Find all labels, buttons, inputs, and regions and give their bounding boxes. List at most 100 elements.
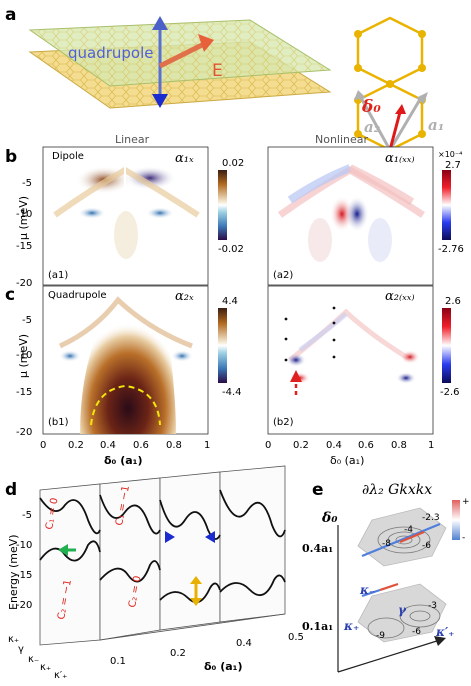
d-xtick-0: 0.1 <box>110 656 126 667</box>
tag-b1: (b1) <box>48 417 69 428</box>
panel-c: c α₂ₓ Quadrupole (b1) 4.4 -4.4 <box>5 285 461 435</box>
e-horizontal-axis <box>337 639 441 673</box>
k-label-1: γ <box>18 644 24 655</box>
column-title-nonlinear: Nonlinear <box>315 133 369 146</box>
e-k-right: κ′₊ <box>435 625 455 639</box>
symbol-b1: α₂ₓ <box>175 289 194 304</box>
ytick-b-1: -10 <box>16 209 32 220</box>
e-cbar-plus: + <box>462 497 470 507</box>
cbar-a2-max: 2.7 <box>445 160 461 171</box>
ytick-b-3: -20 <box>16 278 32 289</box>
e-top-val-3: -6 <box>422 541 431 551</box>
e-field-arrow <box>158 41 206 69</box>
xtick-right-4: 0.8 <box>391 440 407 451</box>
panel-e: e ∂λ₂ Gkxkx δ₀ -2.3 -4 -8 -6 0.4a₁ -3 -9… <box>302 480 470 673</box>
e-bottom-val-1: -9 <box>376 631 385 641</box>
a1-vector <box>388 95 424 151</box>
ytick-d-3: -20 <box>16 600 32 611</box>
heatmap-axes: μ (meV) μ (meV) -5 -10 -15 -20 -5 -10 -1… <box>16 178 434 467</box>
d-xtick-1: 0.2 <box>170 648 186 659</box>
cbar-a2-min: -2.76 <box>438 244 464 255</box>
a2-label: a₂ <box>364 118 381 136</box>
title-dipole: Dipole <box>52 151 84 162</box>
xtick-right-5: 1 <box>428 440 434 451</box>
e-bottom-hexagon <box>357 583 447 643</box>
quadrupole-label: quadrupole <box>68 44 154 62</box>
cbar-a1-max: 0.02 <box>222 158 244 169</box>
panel-e-axis: δ₀ <box>321 510 337 526</box>
xtick-right-0: 0 <box>265 440 271 451</box>
k-label-3: κ₊ <box>40 662 51 673</box>
e-k-left: κ₊ <box>343 619 359 633</box>
quadrupole-arrowhead-down <box>152 94 168 108</box>
e-k-center: γ <box>398 603 407 617</box>
tag-a2: (a2) <box>273 270 293 281</box>
k-label-4: κ′₊ <box>54 670 67 681</box>
colorbar-b1 <box>218 308 227 383</box>
e-k-top: κ₋ <box>359 583 375 597</box>
ytick-b-0: -5 <box>22 178 32 189</box>
xtick-left-3: 0.6 <box>133 440 149 451</box>
heatmap-b2 <box>284 306 420 395</box>
ytick-c-2: -15 <box>16 387 32 398</box>
ytick-c-0: -5 <box>22 315 32 326</box>
ytick-c-1: -10 <box>16 350 32 361</box>
e-cbar-minus: - <box>462 533 465 543</box>
e-field-arrowhead <box>198 34 214 52</box>
panel-d: d Energy (meV) -5 -10 -15 -20 C₁ = 0 C₂ … <box>5 465 304 681</box>
heatmap-a2 <box>277 164 425 262</box>
cbar-b2-max: 2.6 <box>445 296 461 307</box>
top-sheet-lattice <box>30 20 330 86</box>
ytick-d-1: -10 <box>16 540 32 551</box>
cbar-b1-min: -4.4 <box>222 387 242 398</box>
panel-d-label: d <box>5 480 17 500</box>
d-xtick-2: 0.4 <box>236 638 252 649</box>
e-field-label: E <box>212 61 223 81</box>
ylabel-energy: Energy (meV) <box>7 534 20 610</box>
panel-e-title: ∂λ₂ Gkxkx <box>362 482 432 498</box>
panel-a: a quadrupole E <box>5 5 444 152</box>
k-label-2: κ₋ <box>28 654 39 665</box>
ylabel-mu-b: μ (meV) <box>17 196 30 240</box>
xtick-left-4: 0.8 <box>166 440 182 451</box>
xtick-left-5: 1 <box>204 440 210 451</box>
e-top-val-0: -2.3 <box>422 513 440 523</box>
xtick-left-2: 0.4 <box>100 440 116 451</box>
e-top-hexagon <box>357 507 447 567</box>
symbol-a1: α₁ₓ <box>175 151 194 166</box>
title-quadrupole: Quadrupole <box>48 290 107 301</box>
ytick-b-2: -15 <box>16 241 32 252</box>
e-bottom-val-2: -6 <box>412 627 421 637</box>
panel-b-label: b <box>5 147 17 167</box>
tag-b2: (b2) <box>273 417 294 428</box>
xtick-right-1: 0.2 <box>293 440 309 451</box>
cbar-a2-scale: ×10⁻⁴ <box>438 150 462 159</box>
panel-c-label: c <box>5 285 15 305</box>
xtick-right-2: 0.4 <box>326 440 342 451</box>
a1-label: a₁ <box>428 116 444 134</box>
panel-a-label: a <box>5 5 16 25</box>
a2-vector <box>358 95 392 151</box>
panel-b: b Linear Nonlinear α₁ₓ Dipole (a1) 0.02 … <box>5 133 464 286</box>
cbar-a1-min: -0.02 <box>218 244 244 255</box>
ytick-c-3: -20 <box>16 427 32 438</box>
e-top-val-1: -4 <box>404 525 413 535</box>
xlabel-left: δ₀ (a₁) <box>104 454 143 467</box>
heatmap-b1 <box>58 292 193 434</box>
xtick-left-1: 0.2 <box>68 440 84 451</box>
ytick-d-2: -15 <box>16 570 32 581</box>
tag-a1: (a1) <box>48 270 68 281</box>
quadrupole-arrowhead-up <box>152 16 168 30</box>
e-bottom-val-0: -3 <box>428 601 437 611</box>
d-xlabel: δ₀ (a₁) <box>204 660 243 673</box>
xlabel-right: δ₀ (a₁) <box>330 454 364 467</box>
cbar-b1-max: 4.4 <box>222 296 238 307</box>
heatmap-a1 <box>53 158 200 259</box>
colorbar-a1 <box>218 170 227 240</box>
colorbar-a2 <box>442 170 451 240</box>
e-bottom-tick: 0.1a₁ <box>302 620 333 633</box>
colorbar-b2 <box>442 308 451 383</box>
k-label-0: κ₊ <box>8 634 19 645</box>
chern-c1-0: C₁ = 0 <box>44 497 60 531</box>
